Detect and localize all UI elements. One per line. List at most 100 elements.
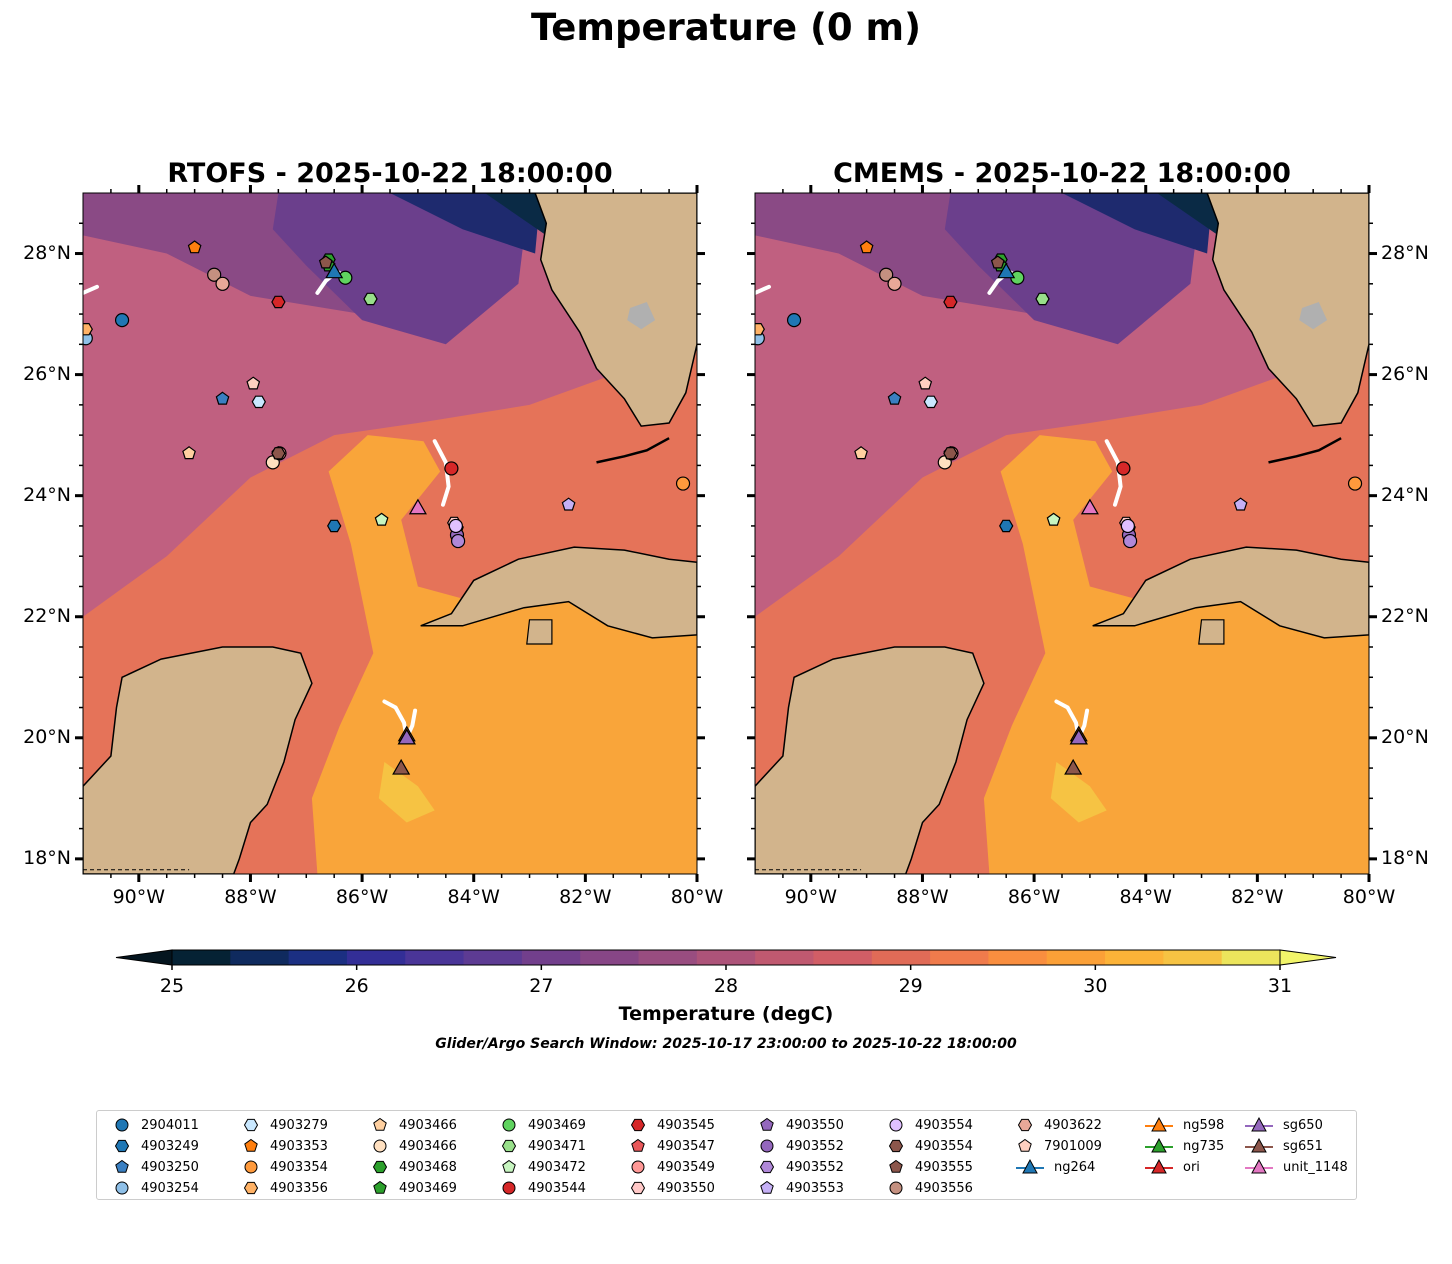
- legend-item-4903554: 4903554: [885, 1136, 973, 1156]
- legend-item-ng264: ng264: [1014, 1157, 1095, 1177]
- legend-label: 4903550: [786, 1117, 844, 1133]
- legend-item-4903549: 4903549: [627, 1157, 715, 1177]
- legend-label: ng264: [1054, 1159, 1096, 1175]
- argo-float-4903554: [448, 518, 463, 534]
- glider-sg651: [392, 758, 411, 775]
- legend-item-4903249: 4903249: [111, 1136, 199, 1156]
- legend-label: sg651: [1283, 1138, 1323, 1154]
- argo-float-4903553: [1233, 497, 1248, 511]
- argo-float-4903545: [271, 295, 286, 309]
- legend-item-sg651: sg651: [1243, 1136, 1323, 1156]
- argo-float-4903544: [1116, 461, 1131, 476]
- legend-marker-icon: [1018, 1138, 1032, 1152]
- argo-float-4903554: [271, 447, 286, 460]
- argo-float-4903249: [327, 519, 342, 533]
- lon-tick-label: 80°W: [1342, 886, 1396, 908]
- legend-item-4903353: 4903353: [240, 1136, 328, 1156]
- legend-marker-icon: [244, 1138, 258, 1152]
- legend-marker-icon: [759, 1160, 775, 1174]
- legend-item-4903469: 4903469: [498, 1115, 586, 1135]
- legend-item-4903466: 4903466: [369, 1136, 457, 1156]
- legend-item-4903279: 4903279: [240, 1115, 328, 1135]
- glider-sg650: [1069, 728, 1088, 745]
- lat-tick-label: 24°N: [1381, 483, 1429, 506]
- colorbar-label: Temperature (degC): [618, 1003, 834, 1025]
- legend-item-4903472: 4903472: [498, 1157, 586, 1177]
- legend-label: 4903254: [141, 1180, 199, 1196]
- argo-float-7901009: [918, 376, 933, 390]
- legend-label: 4903550: [657, 1180, 715, 1196]
- legend-item-4903545: 4903545: [627, 1115, 715, 1135]
- legend-item-4903250: 4903250: [111, 1157, 199, 1177]
- glider-track: [755, 284, 771, 295]
- lon-tick-label: 86°W: [1007, 886, 1061, 908]
- legend-label: 4903468: [399, 1159, 457, 1175]
- lon-tick-label: 82°W: [559, 886, 612, 908]
- legend-marker-icon: [372, 1160, 388, 1174]
- legend-marker-icon: [1245, 1116, 1273, 1132]
- rtofs-panel-title: RTOFS - 2025-10-22 18:00:00: [167, 158, 613, 189]
- isle-of-youth-land: [1198, 619, 1225, 645]
- lon-tick-label: 84°W: [447, 886, 500, 908]
- legend-item-4903550: 4903550: [627, 1178, 715, 1198]
- legend-item-4903553: 4903553: [756, 1178, 844, 1198]
- argo-float-4903555: [990, 255, 1005, 269]
- legend-marker-icon: [1017, 1118, 1033, 1132]
- lake-okeechobee: [627, 302, 656, 330]
- legend-label: 4903553: [786, 1180, 844, 1196]
- lat-tick-label: 22°N: [23, 604, 71, 627]
- legend-item-4903552: 4903552: [756, 1136, 844, 1156]
- legend-label: 4903555: [915, 1159, 973, 1175]
- argo-float-4903250: [215, 391, 230, 405]
- argo-float-4903354: [1347, 476, 1363, 491]
- glider-track: [1104, 439, 1123, 507]
- legend-item-4903544: 4903544: [498, 1178, 586, 1198]
- legend-marker-icon: [114, 1139, 130, 1153]
- legend-label: 7901009: [1044, 1138, 1102, 1154]
- argo-float-4903353: [859, 240, 874, 254]
- glider-unit_1148: [408, 498, 427, 515]
- legend-label: 4903622: [1044, 1117, 1102, 1133]
- legend-item-ori: ori: [1143, 1157, 1200, 1177]
- lon-tick-label: 90°W: [112, 886, 166, 908]
- legend-marker-icon: [115, 1118, 129, 1132]
- lon-tick-label: 80°W: [670, 886, 724, 908]
- legend-marker-icon: [243, 1118, 259, 1132]
- legend-item-4903554: 4903554: [885, 1115, 973, 1135]
- loop-current: [311, 435, 697, 874]
- legend-item-sg650: sg650: [1243, 1115, 1323, 1135]
- legend-label: sg650: [1283, 1117, 1323, 1133]
- legend-item-unit_1148: unit_1148: [1243, 1157, 1348, 1177]
- argo-float-4903356: [83, 323, 93, 336]
- legend-label: 4903554: [915, 1138, 973, 1154]
- legend-marker-icon: [630, 1118, 646, 1132]
- argo-float-2904011: [114, 313, 130, 328]
- legend-item-4903550: 4903550: [756, 1115, 844, 1135]
- glider-sg650: [397, 728, 416, 745]
- glider-track: [432, 439, 451, 507]
- colorbar-tick-label: 30: [1083, 975, 1108, 997]
- argo-float-4903471: [1035, 292, 1050, 306]
- legend-label: ori: [1183, 1159, 1200, 1175]
- lat-tick-label: 26°N: [23, 362, 71, 385]
- colorbar-tick-label: 26: [344, 975, 369, 997]
- lat-tick-label: 24°N: [23, 483, 71, 506]
- legend-marker-icon: [1016, 1158, 1044, 1174]
- argo-float-4903556: [207, 267, 222, 282]
- cuba-land: [420, 546, 697, 639]
- legend-marker-icon: [630, 1181, 646, 1195]
- legend-item-ng598: ng598: [1143, 1115, 1224, 1135]
- lat-tick-label: 28°N: [23, 241, 71, 264]
- argo-float-2904011: [786, 313, 802, 328]
- legend-label: 4903549: [657, 1159, 715, 1175]
- legend-marker-icon: [502, 1181, 516, 1195]
- legend-label: 4903353: [270, 1138, 328, 1154]
- argo-float-4903353: [187, 240, 202, 254]
- florida-land: [389, 193, 697, 427]
- legend-label: 4903466: [399, 1117, 457, 1133]
- cmems-panel-title: CMEMS - 2025-10-22 18:00:00: [833, 158, 1291, 189]
- lon-tick-label: 88°W: [224, 886, 277, 908]
- legend-marker-icon: [760, 1117, 774, 1131]
- argo-float-4903554: [943, 447, 958, 460]
- lon-tick-label: 88°W: [896, 886, 949, 908]
